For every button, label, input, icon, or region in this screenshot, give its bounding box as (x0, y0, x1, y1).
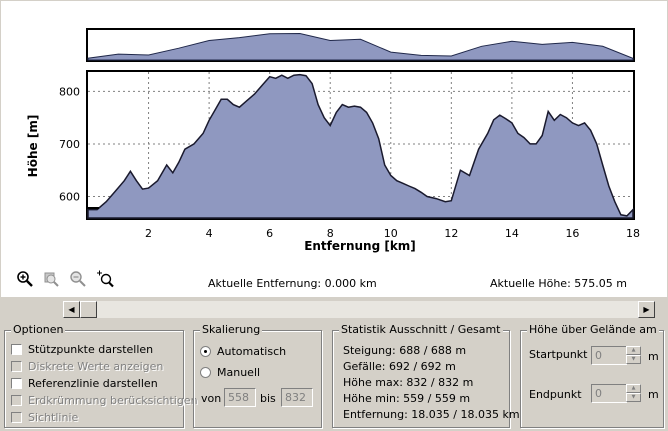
option-line-of-sight[interactable]: Sichtlinie (11, 411, 78, 424)
scroll-left-button[interactable]: ◀ (63, 301, 80, 318)
x-tick-label: 12 (444, 227, 458, 240)
y-tick-labels: 600 700 800 (59, 85, 80, 203)
start-point-field[interactable]: 0 (591, 346, 627, 365)
spin-up-icon[interactable]: ▲ (626, 346, 641, 355)
scroll-right-button[interactable]: ▶ (638, 301, 655, 318)
checkbox[interactable] (11, 395, 22, 406)
x-tick-label: 18 (626, 227, 640, 240)
zoom-reset-icon[interactable] (69, 270, 87, 288)
x-tick-label: 14 (505, 227, 519, 240)
options-group: Optionen Stützpunkte darstellen Diskrete… (4, 323, 198, 428)
option-earth-curvature[interactable]: Erdkrümmung berücksichtigen (11, 394, 198, 407)
profile-chart-panel: 2 4 6 8 10 12 14 16 18 600 700 800 Entfernung [km]… (1, 1, 667, 297)
option-label: Erdkrümmung berücksichtigen (28, 394, 198, 407)
arrow-right-icon: ▶ (643, 305, 650, 314)
option-discrete-values[interactable]: Diskrete Werte anzeigen (11, 360, 163, 373)
x-tick-label: 6 (266, 227, 273, 240)
y-tick-label: 700 (59, 138, 80, 151)
to-label: bis (260, 392, 276, 405)
option-label: Referenzlinie darstellen (28, 377, 158, 390)
x-axis-title: Entfernung [km] (304, 239, 416, 253)
scaling-auto-option[interactable]: Automatisch (200, 345, 286, 358)
scroll-thumb[interactable] (80, 301, 97, 318)
elevation-chart[interactable]: 2 4 6 8 10 12 14 16 18 600 700 800 Entfernung [km]… (1, 1, 667, 297)
options-title: Optionen (11, 323, 66, 336)
x-tick-label: 10 (384, 227, 398, 240)
scaling-title: Skalierung (200, 323, 263, 336)
x-tick-label: 2 (145, 227, 152, 240)
scaling-group: Skalierung Automatisch Manuell von 558 b… (193, 323, 322, 428)
spin-up-icon[interactable]: ▲ (626, 384, 641, 393)
horizontal-scrollbar[interactable]: ◀ ▶ (63, 301, 655, 318)
checkbox[interactable] (11, 361, 22, 372)
scaling-manual-option[interactable]: Manuell (200, 366, 260, 379)
stat-ascent: Steigung: 688 / 688 m (343, 344, 467, 357)
current-distance-readout: Aktuelle Entfernung: 0.000 km (208, 277, 377, 290)
terrain-height-group: Höhe über Gelände am Startpunkt 0 ▲ ▼ m E… (520, 323, 664, 428)
stat-distance: Entfernung: 18.035 / 18.035 km (343, 408, 520, 421)
scale-to-field[interactable]: 832 (281, 388, 313, 407)
start-point-label: Startpunkt (529, 348, 588, 361)
option-support-points[interactable]: Stützpunkte darstellen (11, 343, 153, 356)
terrain-height-title: Höhe über Gelände am (527, 323, 659, 336)
x-tick-label: 16 (565, 227, 579, 240)
stat-descent: Gefälle: 692 / 692 m (343, 360, 456, 373)
start-point-unit: m (648, 350, 659, 363)
scale-from-field[interactable]: 558 (224, 388, 256, 407)
stat-height-max: Höhe max: 832 / 832 m (343, 376, 474, 389)
x-tick-labels: 2 4 6 8 10 12 14 16 18 (145, 227, 640, 240)
statistics-title: Statistik Ausschnitt / Gesamt (339, 323, 503, 336)
x-tick-label: 4 (206, 227, 213, 240)
radio-button[interactable] (200, 346, 211, 357)
stat-height-min: Höhe min: 559 / 559 m (343, 392, 471, 405)
checkbox[interactable] (11, 378, 22, 389)
checkbox[interactable] (11, 344, 22, 355)
end-point-field[interactable]: 0 (591, 384, 627, 403)
start-point-spinner[interactable]: ▲ ▼ (626, 346, 641, 365)
y-tick-label: 600 (59, 190, 80, 203)
spin-down-icon[interactable]: ▼ (626, 355, 641, 364)
option-label: Diskrete Werte anzeigen (28, 360, 164, 373)
option-reference-line[interactable]: Referenzlinie darstellen (11, 377, 158, 390)
zoom-out-icon[interactable] (42, 270, 60, 288)
option-label: Sichtlinie (28, 411, 79, 424)
option-label: Stützpunkte darstellen (28, 343, 154, 356)
x-tick-label: 8 (327, 227, 334, 240)
radio-label: Automatisch (217, 345, 287, 358)
checkbox[interactable] (11, 412, 22, 423)
profile-area (87, 73, 634, 219)
radio-label: Manuell (217, 366, 261, 379)
from-label: von (201, 392, 222, 405)
arrow-left-icon: ◀ (68, 305, 75, 314)
y-tick-label: 800 (59, 85, 80, 98)
zoom-in-icon[interactable] (16, 270, 34, 288)
end-point-label: Endpunkt (529, 388, 582, 401)
y-axis-title: Höhe [m] (26, 115, 40, 178)
current-height-readout: Aktuelle Höhe: 575.05 m (490, 277, 627, 290)
statistics-group: Statistik Ausschnitt / Gesamt Steigung: … (332, 323, 520, 428)
end-point-unit: m (648, 388, 659, 401)
overview-profile-area (87, 32, 634, 61)
radio-button[interactable] (200, 367, 211, 378)
zoom-area-icon[interactable] (96, 270, 114, 288)
spin-down-icon[interactable]: ▼ (626, 393, 641, 402)
end-point-spinner[interactable]: ▲ ▼ (626, 384, 641, 403)
